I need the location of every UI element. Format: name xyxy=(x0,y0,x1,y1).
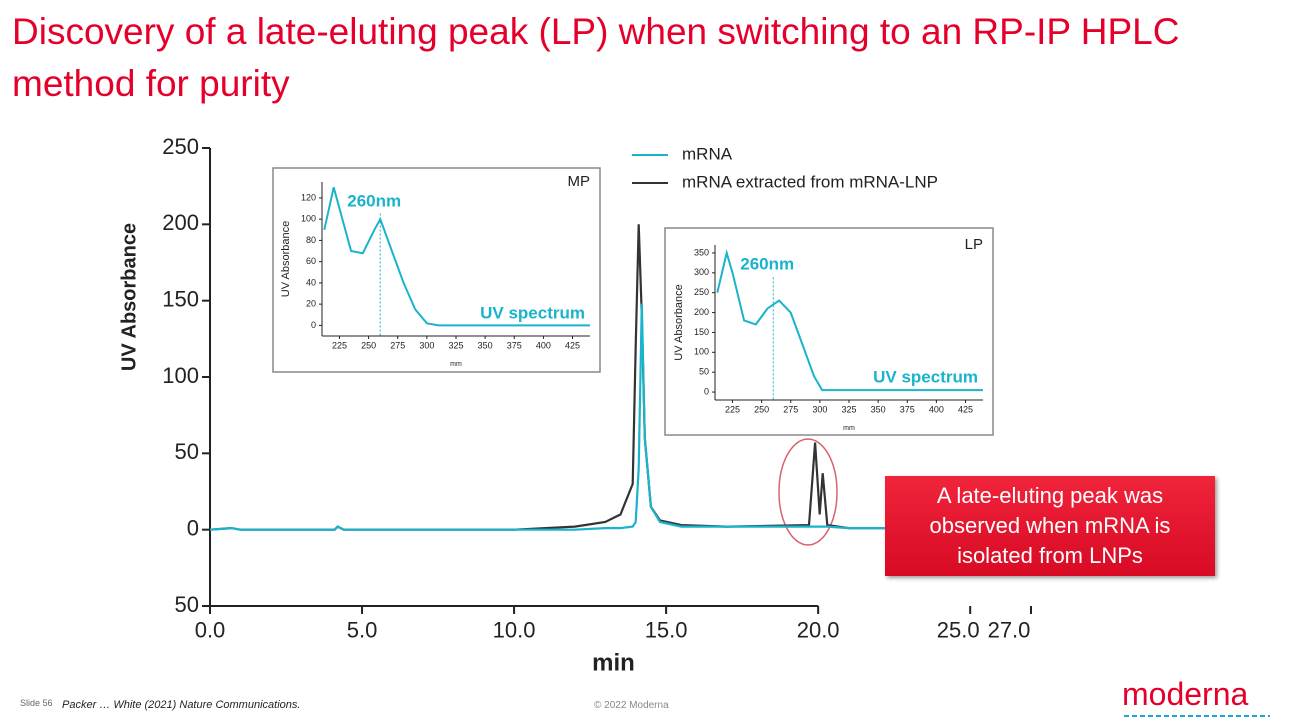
y-tick-label: 250 xyxy=(162,134,199,159)
y-tick-label: 200 xyxy=(694,307,709,317)
slide-number: Slide 56 xyxy=(20,698,53,708)
marker-label: 260nm xyxy=(740,254,794,273)
x-tick-label: 300 xyxy=(419,341,434,351)
x-tick-label: 250 xyxy=(754,405,769,415)
x-tick-label: 350 xyxy=(871,405,886,415)
legend-label: mRNA xyxy=(682,144,733,163)
series-line xyxy=(209,303,895,531)
y-tick-label: 60 xyxy=(306,256,316,266)
x-tick-label: 325 xyxy=(448,341,463,351)
x-tick-label: 0.0 xyxy=(195,617,226,642)
citation: Packer … White (2021) Nature Communicati… xyxy=(62,699,301,711)
x-axis-label: mm xyxy=(843,425,855,432)
y-axis-label: UV Absorbance xyxy=(280,221,292,297)
highlight-ellipse xyxy=(778,438,838,546)
y-axis-label: UV Absorbance xyxy=(673,284,685,360)
x-tick-label: 425 xyxy=(565,341,580,351)
x-tick-label: 400 xyxy=(929,405,944,415)
y-tick-label: 40 xyxy=(306,277,316,287)
spectrum-label: UV spectrum xyxy=(480,303,585,322)
x-axis-label: min xyxy=(592,649,635,676)
x-axis-label: mm xyxy=(450,361,462,368)
y-tick-label: 150 xyxy=(694,327,709,337)
x-tick-label: 27.0 xyxy=(988,617,1031,642)
inset-frame xyxy=(272,167,601,373)
x-tick-label: 225 xyxy=(725,405,740,415)
y-tick-label: 50 xyxy=(175,592,199,617)
x-tick-label: 400 xyxy=(536,341,551,351)
y-tick-label: 100 xyxy=(162,363,199,388)
callout: A late-eluting peak was observed when mR… xyxy=(885,476,1215,576)
y-tick-label: 100 xyxy=(694,347,709,357)
x-tick-label: 15.0 xyxy=(645,617,688,642)
y-tick-label: 80 xyxy=(306,235,316,245)
logo: moderna xyxy=(1122,676,1249,712)
series-line xyxy=(323,187,590,327)
y-tick-label: 100 xyxy=(301,214,316,224)
y-axis-label: UV Absorbance xyxy=(118,223,140,371)
y-tick-label: 50 xyxy=(175,439,199,464)
x-tick-label: 300 xyxy=(812,405,827,415)
x-tick-label: 25.0 xyxy=(937,617,980,642)
y-tick-label: 50 xyxy=(699,367,709,377)
y-tick-label: 250 xyxy=(694,287,709,297)
y-tick-label: 0 xyxy=(311,320,316,330)
x-tick-label: 225 xyxy=(332,341,347,351)
x-tick-label: 425 xyxy=(958,405,973,415)
y-tick-label: 120 xyxy=(301,192,316,202)
marker-label: 260nm xyxy=(347,191,401,210)
x-tick-label: 10.0 xyxy=(493,617,536,642)
x-tick-label: 275 xyxy=(390,341,405,351)
series-line xyxy=(716,248,983,392)
y-tick-label: 20 xyxy=(306,299,316,309)
x-tick-label: 5.0 xyxy=(347,617,378,642)
spectrum-label: UV spectrum xyxy=(873,367,978,386)
x-tick-label: 275 xyxy=(783,405,798,415)
x-tick-label: 20.0 xyxy=(797,617,840,642)
corner-label: LP xyxy=(965,236,983,253)
slide-title: Discovery of a late-eluting peak (LP) wh… xyxy=(12,11,1180,104)
x-tick-label: 325 xyxy=(841,405,856,415)
y-tick-label: 350 xyxy=(694,247,709,257)
x-tick-label: 375 xyxy=(900,405,915,415)
copyright: © 2022 Moderna xyxy=(594,700,669,711)
legend-label: mRNA extracted from mRNA-LNP xyxy=(682,172,938,191)
y-tick-label: 200 xyxy=(162,210,199,235)
x-tick-label: 350 xyxy=(478,341,493,351)
y-tick-label: 0 xyxy=(704,386,709,396)
y-tick-label: 300 xyxy=(694,267,709,277)
x-tick-label: 250 xyxy=(361,341,376,351)
y-tick-label: 150 xyxy=(162,286,199,311)
x-tick-label: 375 xyxy=(507,341,522,351)
corner-label: MP xyxy=(568,173,591,190)
y-tick-label: 0 xyxy=(187,515,199,540)
